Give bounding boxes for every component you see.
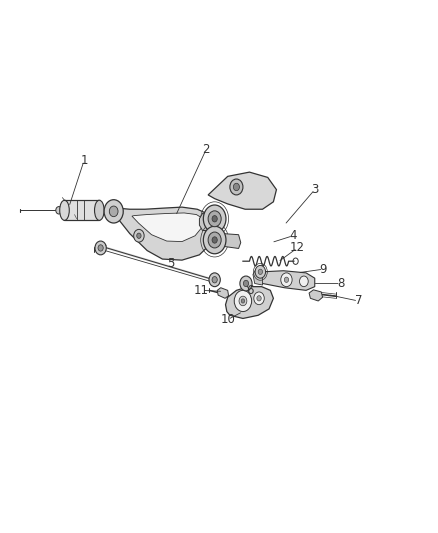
Ellipse shape [60, 200, 69, 220]
Circle shape [239, 296, 247, 306]
Circle shape [212, 237, 217, 243]
Text: 12: 12 [290, 241, 305, 254]
Circle shape [241, 299, 245, 303]
Circle shape [98, 245, 103, 251]
Circle shape [233, 183, 240, 191]
Circle shape [244, 280, 249, 287]
Polygon shape [199, 213, 215, 230]
Circle shape [212, 277, 217, 283]
Polygon shape [208, 172, 276, 209]
Circle shape [240, 276, 252, 291]
Polygon shape [226, 287, 273, 318]
Ellipse shape [95, 200, 104, 220]
Text: 2: 2 [202, 143, 210, 156]
Circle shape [56, 207, 62, 214]
Polygon shape [111, 207, 217, 260]
Circle shape [281, 273, 292, 287]
Circle shape [212, 216, 217, 222]
Circle shape [137, 233, 141, 238]
Text: 4: 4 [289, 229, 297, 242]
Text: 5: 5 [167, 257, 175, 270]
Circle shape [254, 292, 264, 305]
Text: 3: 3 [311, 183, 318, 196]
Text: 1: 1 [80, 154, 88, 167]
Circle shape [257, 296, 261, 301]
Polygon shape [253, 269, 262, 285]
Circle shape [203, 205, 226, 232]
Circle shape [258, 269, 262, 274]
Circle shape [230, 179, 243, 195]
Circle shape [234, 290, 252, 312]
Polygon shape [217, 288, 229, 298]
Circle shape [284, 277, 289, 282]
Circle shape [208, 211, 221, 227]
Circle shape [95, 241, 106, 255]
Circle shape [208, 232, 221, 248]
Text: 10: 10 [220, 313, 235, 326]
Text: 8: 8 [337, 277, 345, 290]
Circle shape [209, 273, 220, 287]
Polygon shape [221, 233, 241, 248]
Circle shape [300, 276, 308, 287]
Circle shape [255, 265, 265, 278]
Circle shape [104, 200, 123, 223]
Circle shape [134, 229, 144, 242]
Text: 7: 7 [354, 294, 362, 308]
Circle shape [203, 226, 226, 254]
Text: 11: 11 [194, 284, 209, 297]
Text: 6: 6 [246, 284, 253, 297]
Circle shape [110, 206, 118, 216]
Text: 9: 9 [320, 263, 327, 276]
Polygon shape [258, 271, 315, 290]
Polygon shape [132, 213, 202, 241]
Polygon shape [64, 200, 99, 220]
Polygon shape [309, 290, 322, 301]
